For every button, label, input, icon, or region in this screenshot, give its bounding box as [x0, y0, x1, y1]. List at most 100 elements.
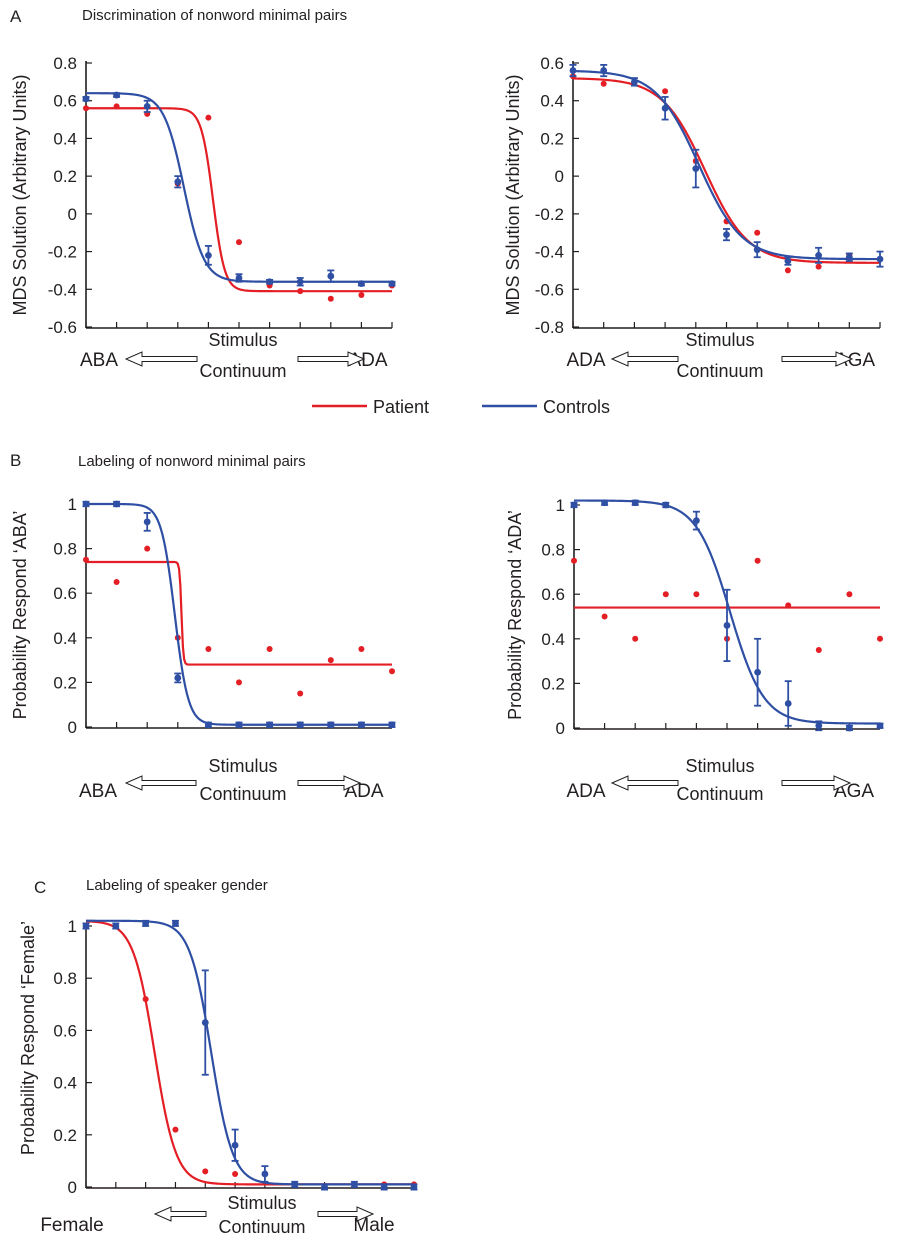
y-tick-label: 0.4 [53, 129, 77, 148]
x-end-label-right: AGA [834, 781, 874, 802]
panel-b-title: Labeling of nonword minimal pairs [78, 453, 306, 470]
y-tick-label: 0 [555, 167, 564, 186]
right-arrow [317, 1206, 375, 1222]
controls-point [754, 668, 761, 676]
y-tick-label: -0.2 [48, 243, 77, 262]
left-arrow [124, 775, 197, 791]
controls-point [291, 1180, 299, 1188]
controls-point [358, 721, 365, 729]
x-end-label-left: ADA [566, 350, 605, 371]
y-axis-label: Probability Respond ‘Female’ [18, 921, 38, 1155]
controls-point [753, 246, 761, 254]
x-end-label-right: ADA [344, 781, 383, 802]
x-axis-label-line1: Stimulus [227, 1193, 296, 1213]
patient-point [113, 103, 120, 110]
y-tick-label: 0.2 [53, 1126, 77, 1145]
y-tick-label: 0.8 [53, 54, 77, 73]
patient-point [205, 114, 212, 121]
controls-point [876, 255, 884, 263]
x-axis-label-line1: Stimulus [208, 756, 277, 776]
patient-point [785, 602, 792, 609]
patient-point [600, 80, 607, 87]
y-tick-label: 0 [68, 1178, 77, 1197]
y-tick-label: -0.4 [535, 243, 564, 262]
y-tick-label: 0.8 [53, 540, 77, 559]
y-tick-label: 0.6 [53, 584, 77, 603]
y-tick-label: 0.8 [541, 541, 565, 560]
patient-point [232, 1170, 239, 1177]
patient-point [358, 645, 365, 652]
chart-b-left: 1 0.8 0.6 0.4 0.2 0 Probability Respond ‘ABA’ A… [10, 495, 396, 804]
y-tick-label: -0.6 [535, 280, 564, 299]
y-tick-label: 0.6 [53, 92, 77, 111]
y-axis-label: Probability Respond ‘ABA’ [10, 511, 30, 720]
controls-point [350, 1180, 358, 1188]
right-arrow [781, 775, 852, 791]
y-tick-label: 0.4 [53, 629, 77, 648]
chart-c: 1 0.8 0.6 0.4 0.2 0 Probability Respond ‘Femal… [18, 917, 418, 1237]
controls-point [358, 280, 365, 288]
controls-point [388, 280, 396, 288]
controls-point [261, 1170, 269, 1178]
x-axis-label-line2: Continuum [676, 784, 763, 804]
x-end-label-right: Male [353, 1215, 394, 1236]
controls-point [601, 499, 608, 507]
patient-point [327, 295, 334, 302]
x-end-label-right: AGA [835, 350, 875, 371]
y-tick-label: 0.6 [541, 585, 565, 604]
right-arrow [297, 775, 362, 791]
panel-a-letter: A [10, 7, 22, 26]
controls-point [784, 257, 792, 265]
controls-point [143, 102, 151, 110]
patient-point [266, 645, 273, 652]
panel-a-title: Discrimination of nonword minimal pairs [82, 7, 347, 24]
patient-point [297, 690, 304, 697]
controls-point [82, 922, 90, 930]
controls-point [327, 721, 335, 729]
x-end-label-right: ADA [348, 350, 387, 371]
patient-fit-line [85, 920, 414, 1186]
y-tick-label: 0.6 [540, 54, 564, 73]
y-tick-label: 0.2 [53, 167, 77, 186]
patient-point [327, 657, 334, 664]
controls-point [600, 67, 608, 74]
controls-point [723, 622, 731, 629]
patient-point [601, 613, 608, 620]
left-arrow [153, 1206, 207, 1222]
right-arrow [781, 351, 854, 367]
controls-point [143, 518, 151, 526]
controls-point [723, 231, 730, 239]
y-tick-label: 0.2 [541, 674, 565, 693]
patient-point [236, 679, 242, 686]
patient-point [236, 239, 242, 246]
controls-fit-line [572, 69, 880, 261]
x-end-label-left: Female [40, 1215, 103, 1236]
patient-point [754, 557, 761, 564]
x-axis-label-line2: Continuum [199, 361, 286, 381]
controls-point [380, 1183, 388, 1191]
panel-c-letter: C [34, 878, 46, 897]
controls-point [846, 724, 853, 732]
controls-point [876, 722, 884, 730]
x-axis-label-line2: Continuum [676, 361, 763, 381]
controls-point [113, 500, 120, 508]
patient-point [662, 88, 669, 95]
controls-fit-line [86, 919, 414, 1186]
chart-a-right: 0.6 0.4 0.2 0 -0.2 -0.4 -0.6 -0.8 MDS Solution (… [503, 54, 884, 381]
patient-fit-line [86, 107, 392, 293]
controls-point [231, 1141, 239, 1149]
left-arrow [610, 351, 679, 367]
controls-point [174, 674, 182, 682]
y-tick-label: 0.2 [53, 673, 77, 692]
patient-point [815, 646, 822, 653]
controls-point [296, 278, 304, 286]
y-tick-label: 1 [68, 917, 77, 936]
patient-point [846, 591, 853, 598]
controls-point [296, 721, 304, 729]
y-tick-label: 0.2 [540, 129, 564, 148]
controls-point [205, 721, 212, 729]
chart-b-right: 1 0.8 0.6 0.4 0.2 0 Probability Respond ‘ADA’ A… [505, 496, 884, 804]
controls-point [815, 251, 822, 259]
patient-point [172, 1126, 179, 1133]
patient-point [297, 288, 304, 295]
